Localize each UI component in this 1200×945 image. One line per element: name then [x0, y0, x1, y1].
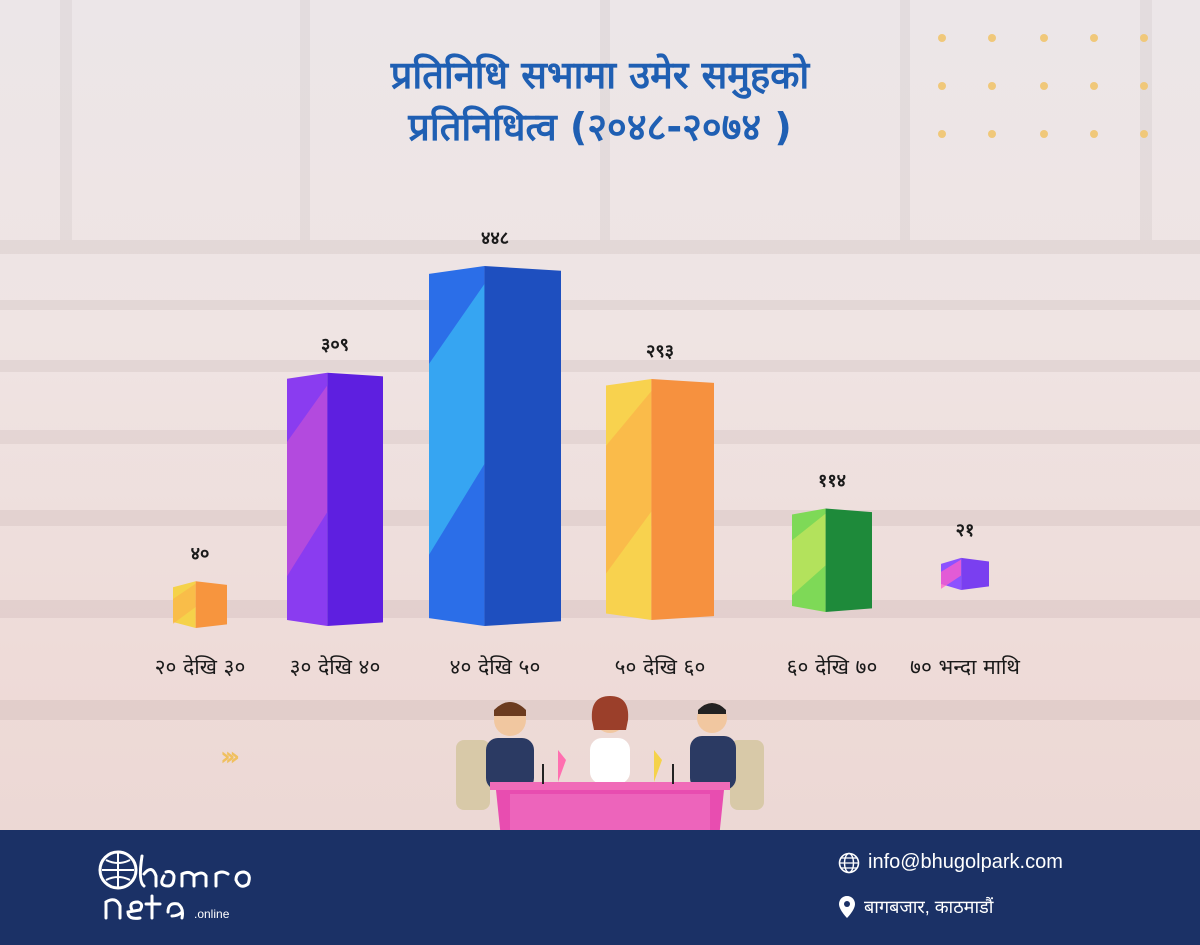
category-label: ६० देखि ७० — [787, 655, 878, 679]
bar-highlight — [941, 559, 962, 589]
bar-value-label: ११४ — [818, 470, 846, 491]
bar-6 — [941, 557, 989, 590]
bar-side-face — [961, 557, 989, 590]
category-label: २० देखि ३० — [155, 655, 246, 679]
bar-chart: ४० २० देखि ३० ३०९ ३० देखि ४० ४४८ ४० देखि ५० २९… — [155, 228, 1021, 679]
footer-bar — [0, 830, 1200, 945]
category-label: ३० देखि ४० — [290, 655, 381, 679]
chart-title-line1: प्रतिनिधि सभामा उमेर समुहको — [390, 53, 810, 97]
bar-5 — [792, 508, 872, 612]
bar-4 — [606, 379, 714, 620]
globe-icon — [838, 852, 860, 874]
bar-side-face — [327, 372, 383, 626]
bar-highlight — [429, 284, 485, 555]
category-label: ४० देखि ५० — [450, 655, 541, 679]
bar-2 — [287, 372, 383, 626]
parliament-background — [0, 0, 1200, 720]
bar-side-face — [825, 508, 872, 612]
bar-highlight — [606, 391, 652, 574]
bar-highlight — [792, 513, 826, 596]
bar-value-label: ३०९ — [321, 335, 349, 356]
chart-title-line2: प्रतिनिधित्व (२०४८-२०७४ ) — [408, 105, 792, 149]
location-pin-icon — [839, 896, 855, 918]
bar-value-label: २९३ — [646, 341, 674, 362]
bar-highlight — [173, 583, 196, 624]
bar-side-face — [484, 266, 561, 626]
email-text: info@bhugolpark.com — [868, 851, 1063, 874]
address-text: बागबजार, काठमाडौं — [864, 897, 994, 917]
bar-side-face — [195, 581, 227, 628]
hamro-neta-logo: .online — [98, 850, 251, 921]
bar-value-label: ४४८ — [481, 228, 509, 249]
decorative-dots — [938, 34, 1148, 138]
bar-3 — [429, 266, 561, 626]
bar-value-label: ४० — [191, 543, 210, 564]
bar-side-face — [651, 379, 714, 620]
contact-email[interactable]: info@bhugolpark.com — [838, 851, 1063, 874]
bar-value-label: २१ — [956, 520, 975, 541]
bar-highlight — [287, 385, 328, 577]
svg-text:.online: .online — [194, 907, 230, 921]
category-label: ५० देखि ६० — [615, 655, 706, 679]
category-label: ७० भन्दा माथि — [910, 655, 1020, 679]
contact-address: बागबजार, काठमाडौं — [838, 895, 993, 919]
bar-1 — [173, 581, 227, 628]
arrow-chevrons-icon: ››› — [220, 742, 240, 772]
